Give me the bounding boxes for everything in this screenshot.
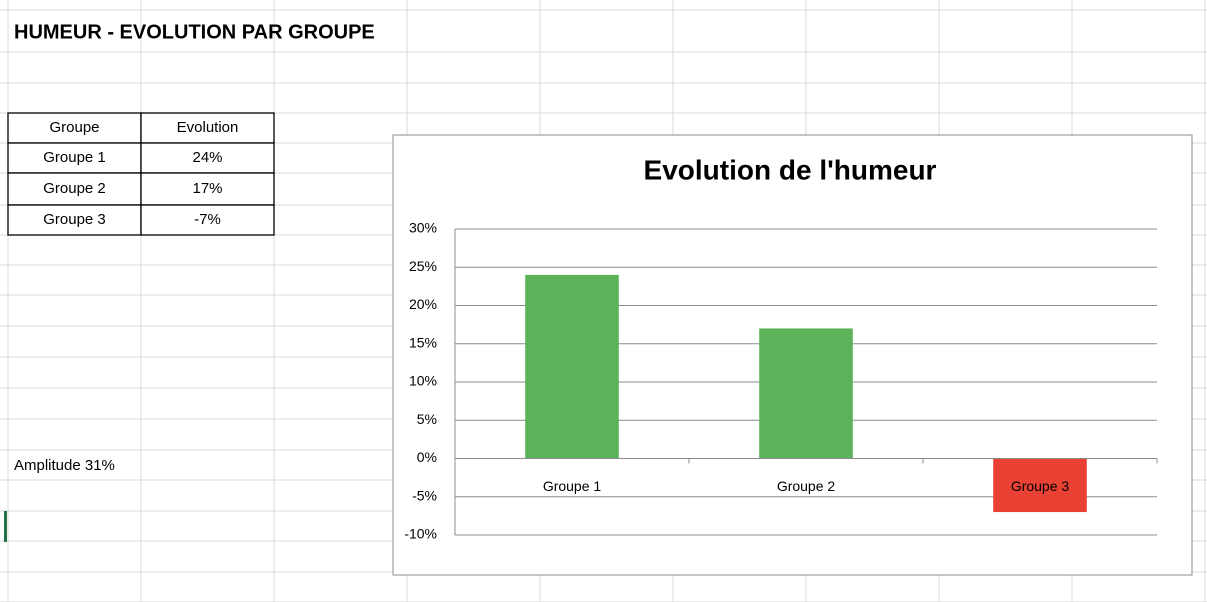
table-cell: [140, 112, 275, 144]
table-cell: [7, 112, 142, 144]
table-cell: [140, 172, 275, 206]
table-cell-text: Groupe 2: [43, 180, 106, 197]
chart-title: Evolution de l'humeur: [644, 154, 937, 185]
note: Amplitude 31%: [14, 457, 115, 474]
table-cell-text: Groupe 1: [43, 149, 106, 166]
table-cell: [7, 204, 142, 236]
y-tick-label: 30%: [409, 220, 437, 236]
bar: [993, 458, 1087, 513]
y-tick-label: 15%: [409, 334, 437, 350]
sheet-title: HUMEUR - EVOLUTION PAR GROUPE: [14, 21, 375, 43]
table-cell-text: 24%: [192, 149, 222, 166]
table-header: Groupe: [49, 119, 99, 136]
y-tick-label: 5%: [417, 411, 437, 427]
table-cell-text: -7%: [194, 211, 221, 228]
y-tick-label: -10%: [404, 526, 437, 542]
x-tick-label: Groupe 2: [777, 478, 836, 494]
y-tick-label: -5%: [412, 487, 437, 503]
y-tick-label: 10%: [409, 373, 437, 389]
bar: [759, 328, 853, 459]
table-header: Evolution: [177, 119, 239, 136]
y-tick-label: 20%: [409, 296, 437, 312]
table-cell-text: 17%: [192, 180, 222, 197]
table-cell-text: Groupe 3: [43, 211, 106, 228]
cell-cursor: [4, 511, 7, 542]
y-tick-label: 0%: [417, 449, 437, 465]
y-tick-label: 25%: [409, 258, 437, 274]
table-cell: [7, 142, 142, 174]
x-tick-label: Groupe 1: [543, 478, 602, 494]
table-cell: [140, 204, 275, 236]
x-tick-label: Groupe 3: [1011, 478, 1070, 494]
table-cell: [7, 172, 142, 206]
bar: [525, 274, 619, 459]
